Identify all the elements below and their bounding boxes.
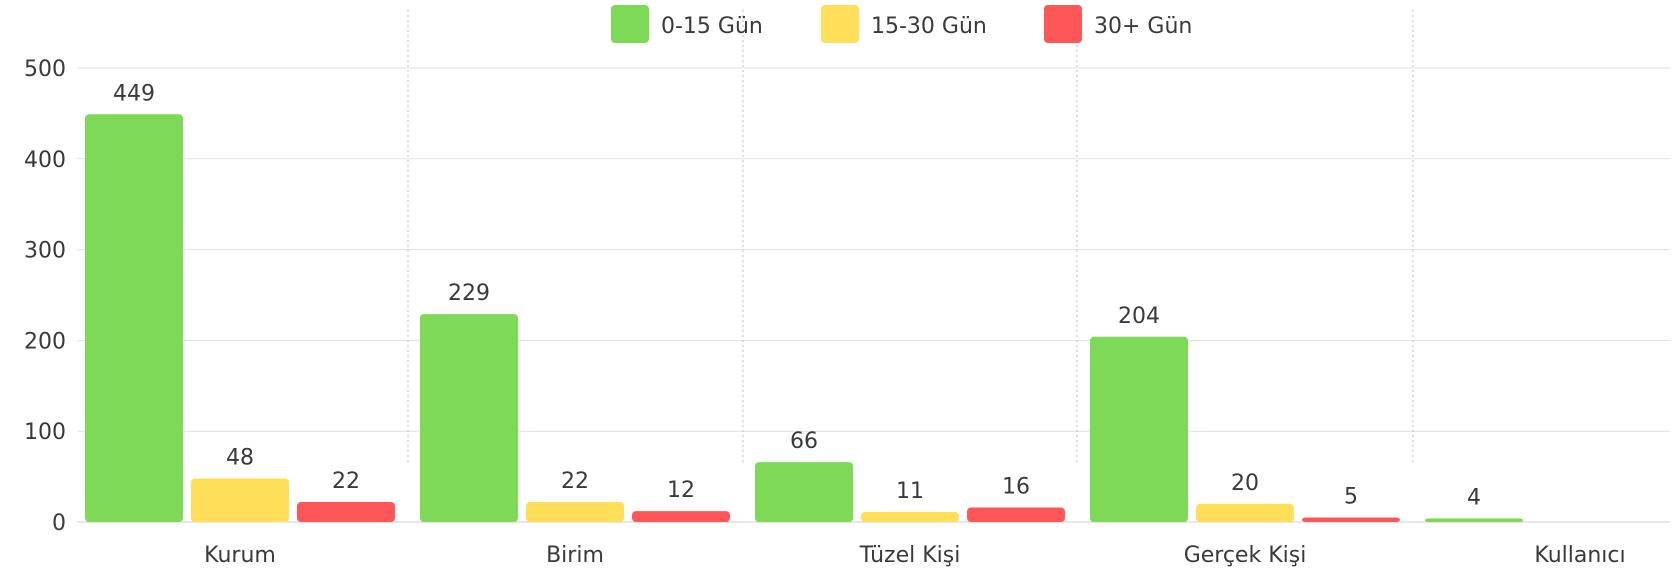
x-tick-label: Gerçek Kişi bbox=[1184, 543, 1307, 568]
x-tick-label: Tüzel Kişi bbox=[859, 543, 961, 568]
data-label: 229 bbox=[448, 281, 490, 306]
bar-1-1 bbox=[85, 114, 183, 523]
legend-label: 15-30 Gün bbox=[871, 14, 987, 39]
data-label: 22 bbox=[332, 469, 360, 494]
legend-swatch bbox=[1044, 5, 1082, 43]
data-label: 20 bbox=[1231, 471, 1259, 496]
y-tick-label: 200 bbox=[24, 329, 66, 354]
bars-layer bbox=[85, 114, 1523, 523]
data-label: 11 bbox=[896, 479, 924, 504]
bar-1-2 bbox=[420, 314, 518, 522]
legend-swatch bbox=[821, 5, 859, 43]
data-label: 12 bbox=[667, 478, 695, 503]
bar-1-3 bbox=[755, 462, 853, 522]
y-tick-label: 100 bbox=[24, 420, 66, 445]
bar-1-5 bbox=[1425, 518, 1523, 522]
bar-2-1 bbox=[191, 478, 289, 522]
data-label: 4 bbox=[1467, 485, 1481, 510]
y-tick-label: 500 bbox=[24, 57, 66, 82]
labels-layer: 0 100 200 300 400 500 449 48 22 Kurum 229 22 12 Birim… bbox=[24, 57, 1626, 568]
bar-3-3 bbox=[967, 507, 1065, 522]
data-label: 22 bbox=[561, 469, 589, 494]
bar-2-3 bbox=[861, 512, 959, 522]
data-label: 48 bbox=[226, 445, 254, 470]
data-label: 66 bbox=[790, 429, 818, 454]
data-label: 5 bbox=[1344, 484, 1358, 509]
x-tick-label: Kurum bbox=[204, 543, 276, 568]
x-tick-label: Kullanıcı bbox=[1534, 543, 1625, 568]
y-tick-label: 0 bbox=[52, 511, 66, 536]
data-label: 16 bbox=[1002, 474, 1030, 499]
bar-1-4 bbox=[1090, 336, 1188, 522]
bar-3-2 bbox=[632, 511, 730, 522]
data-label: 449 bbox=[113, 81, 155, 106]
bar-2-2 bbox=[526, 502, 624, 522]
bar-2-4 bbox=[1196, 503, 1294, 522]
y-tick-label: 300 bbox=[24, 239, 66, 264]
bar-3-4 bbox=[1302, 517, 1400, 522]
x-tick-label: Birim bbox=[546, 543, 604, 568]
legend: 0-15 Gün 15-30 Gün 30+ Gün bbox=[611, 5, 1192, 43]
legend-label: 0-15 Gün bbox=[661, 14, 763, 39]
legend-label: 30+ Gün bbox=[1094, 14, 1192, 39]
grid-layer bbox=[77, 10, 1670, 523]
y-tick-label: 400 bbox=[24, 148, 66, 173]
bar-3-1 bbox=[297, 502, 395, 522]
legend-swatch bbox=[611, 5, 649, 43]
data-label: 204 bbox=[1118, 304, 1160, 329]
